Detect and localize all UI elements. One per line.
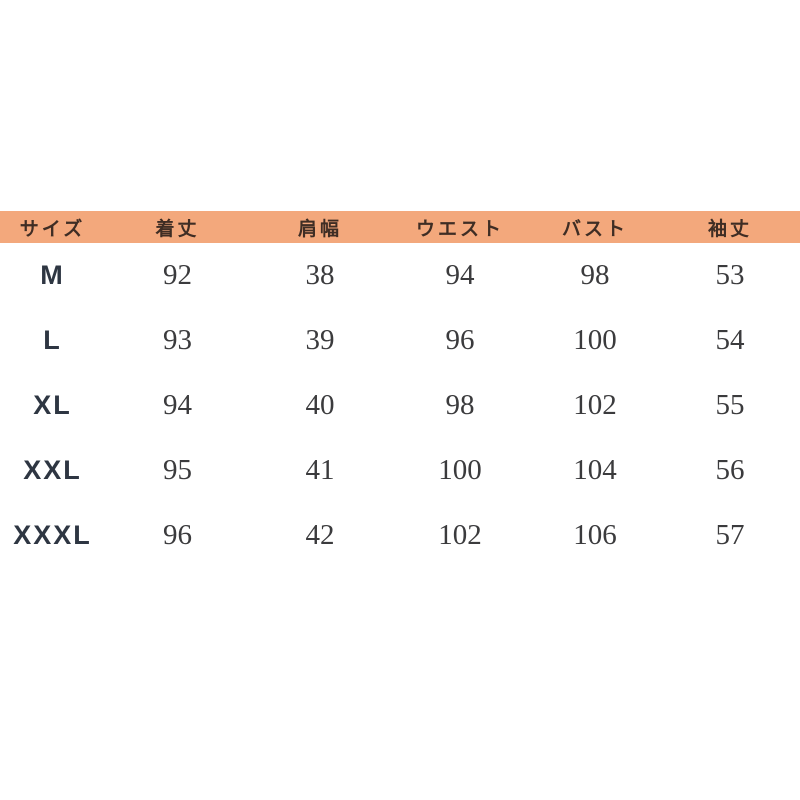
measurement-cell: 38 [250,243,390,308]
header-row: サイズ 着丈 肩幅 ウエスト バスト 袖丈 [0,211,800,243]
measurement-cell: 92 [105,243,250,308]
measurement-cell: 54 [660,308,800,373]
column-header-4: ウエスト [390,211,530,243]
column-header-5: バスト [530,211,660,243]
size-label: XL [0,373,105,438]
measurement-cell: 94 [390,243,530,308]
measurement-cell: 98 [530,243,660,308]
measurement-cell: 53 [660,243,800,308]
measurement-cell: 104 [530,438,660,503]
measurement-cell: 42 [250,503,390,568]
measurement-cell: 94 [105,373,250,438]
column-header-2: 着丈 [105,211,250,243]
size-label: L [0,308,105,373]
table-row-xl: XL 94 40 98 102 55 [0,373,800,438]
measurement-cell: 98 [390,373,530,438]
measurement-cell: 96 [390,308,530,373]
measurement-cell: 95 [105,438,250,503]
measurement-cell: 96 [105,503,250,568]
size-label: XXL [0,438,105,503]
measurement-cell: 100 [390,438,530,503]
measurement-cell: 39 [250,308,390,373]
measurement-cell: 93 [105,308,250,373]
measurement-cell: 106 [530,503,660,568]
column-header-1: サイズ [0,211,105,243]
measurement-cell: 57 [660,503,800,568]
table-row-xxxl: XXXL 96 42 102 106 57 [0,503,800,568]
measurement-cell: 55 [660,373,800,438]
size-label: XXXL [0,503,105,568]
measurement-cell: 102 [530,373,660,438]
measurement-cell: 100 [530,308,660,373]
column-header-3: 肩幅 [250,211,390,243]
size-label: M [0,243,105,308]
measurement-cell: 102 [390,503,530,568]
table-row-xxl: XXL 95 41 100 104 56 [0,438,800,503]
size-table: サイズ 着丈 肩幅 ウエスト バスト 袖丈 M 92 38 94 98 53 L 93 39 96 100 54… [0,211,800,568]
measurement-cell: 40 [250,373,390,438]
measurement-cell: 41 [250,438,390,503]
table-row-l: L 93 39 96 100 54 [0,308,800,373]
measurement-cell: 56 [660,438,800,503]
table-row-m: M 92 38 94 98 53 [0,243,800,308]
column-header-6: 袖丈 [660,211,800,243]
